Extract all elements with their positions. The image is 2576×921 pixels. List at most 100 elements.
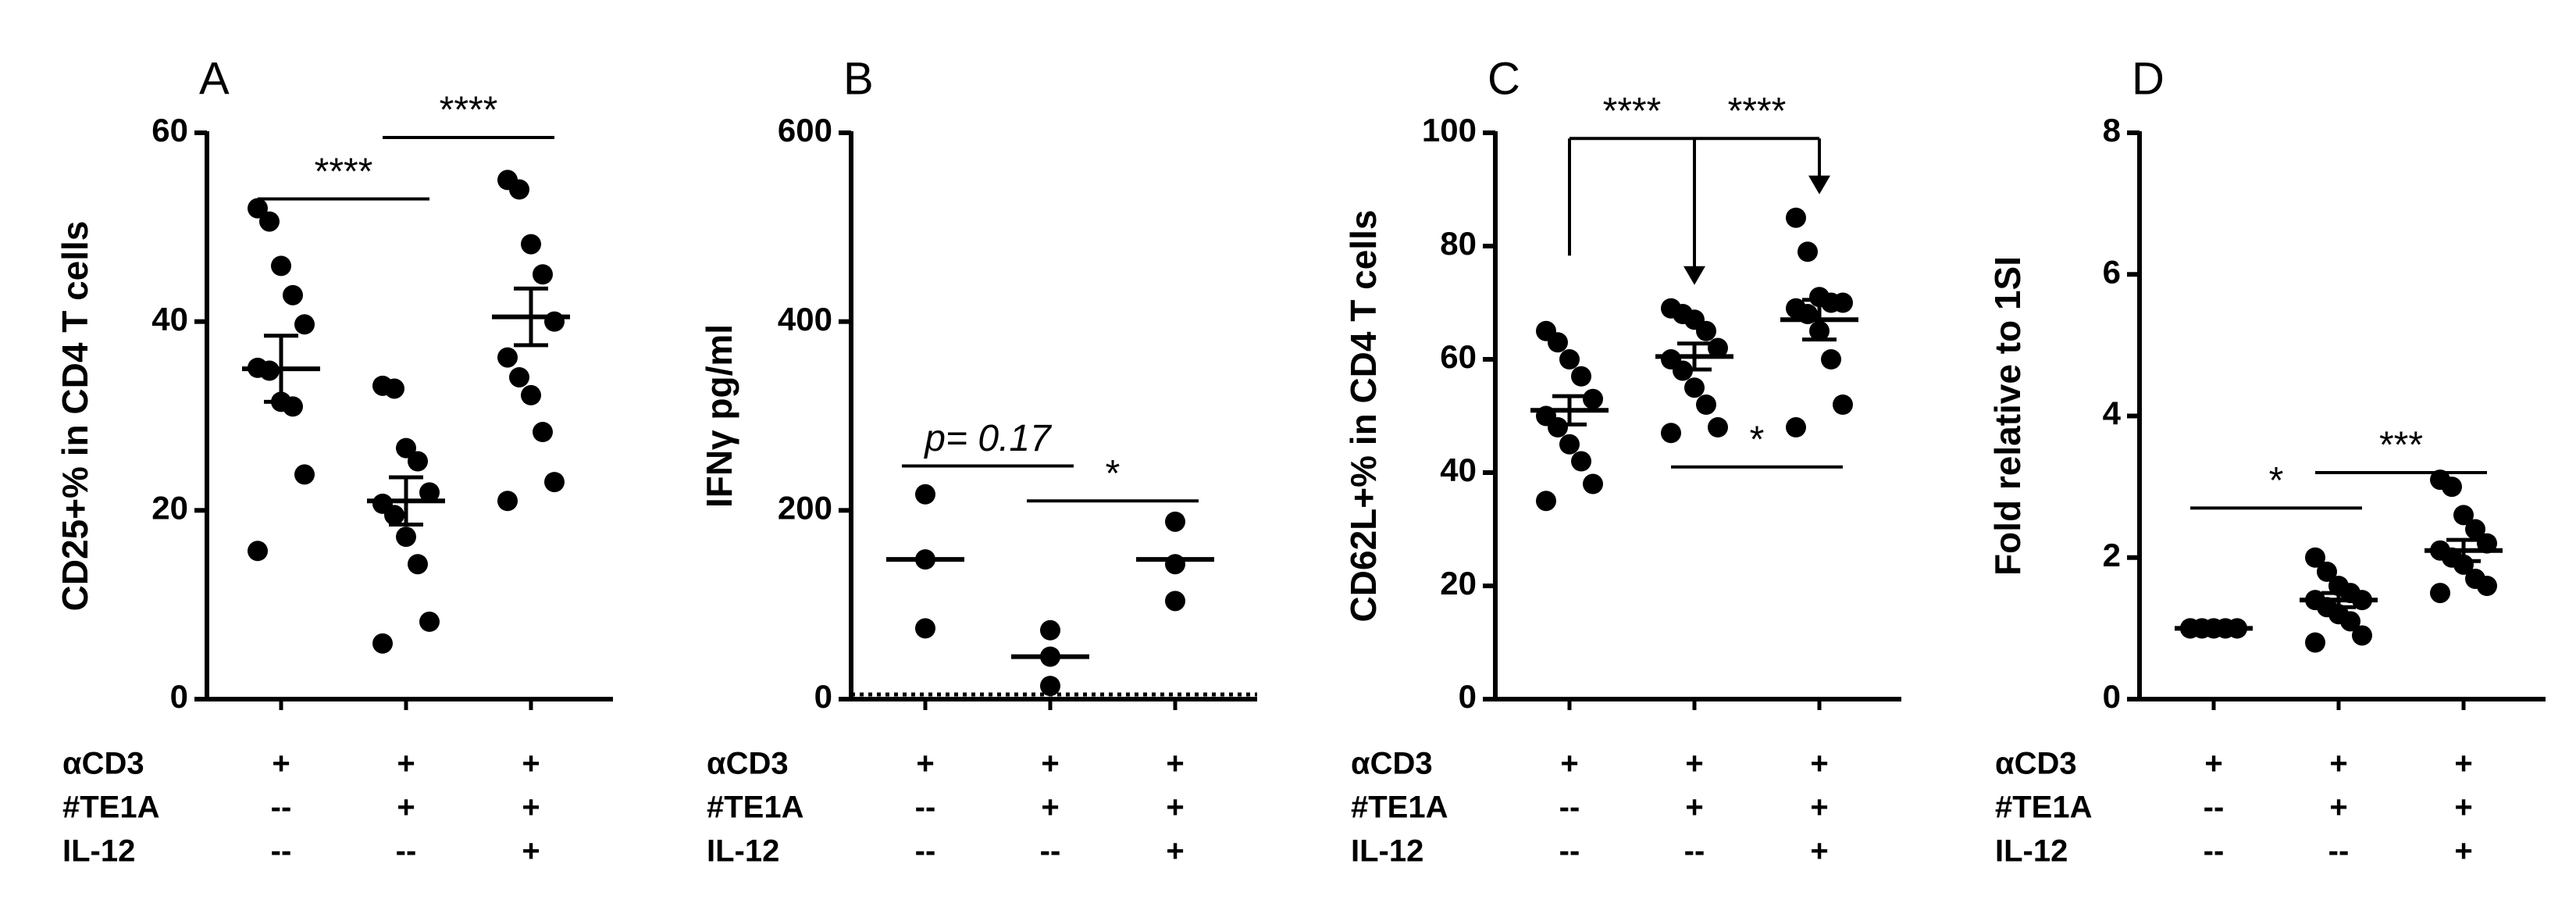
y-tick-label: 0 <box>2103 678 2121 715</box>
data-point <box>1583 473 1603 494</box>
data-point <box>1797 241 1818 262</box>
data-point <box>533 264 553 285</box>
data-point <box>294 314 315 335</box>
data-point <box>509 366 529 387</box>
y-axis-label: CD25+% in CD4 T cells <box>55 221 95 612</box>
data-point <box>1571 451 1591 472</box>
condition-label: αCD3 <box>62 747 144 781</box>
data-point <box>1786 417 1806 437</box>
condition-value: -- <box>915 834 936 869</box>
y-tick-label: 2 <box>2103 537 2121 573</box>
data-point <box>396 437 416 459</box>
data-point <box>1548 417 1568 437</box>
condition-value: -- <box>2204 834 2225 869</box>
y-tick-label: 40 <box>151 301 188 337</box>
significance-label: * <box>1106 453 1121 494</box>
data-point <box>915 484 935 505</box>
data-point <box>2340 611 2360 632</box>
data-point <box>1165 591 1185 612</box>
y-tick-label: 200 <box>778 489 832 526</box>
condition-value: + <box>2454 747 2472 781</box>
data-point <box>497 491 518 512</box>
data-point <box>915 618 935 639</box>
y-axis-label: CD62L+% in CD4 T cells <box>1343 210 1384 623</box>
data-point <box>1559 434 1580 455</box>
condition-value: + <box>916 747 934 781</box>
condition-value: + <box>522 791 540 825</box>
data-point <box>1833 394 1853 415</box>
y-tick-label: 600 <box>778 112 832 148</box>
condition-value: + <box>1166 834 1184 869</box>
data-point <box>544 311 565 332</box>
significance-label: **** <box>1728 91 1787 132</box>
data-point <box>1684 377 1705 398</box>
condition-value: + <box>1810 747 1828 781</box>
data-point <box>1536 491 1556 512</box>
data-point <box>2465 519 2485 540</box>
panel-label: C <box>1488 53 1520 104</box>
condition-value: + <box>1041 791 1059 825</box>
data-point <box>248 198 268 219</box>
data-point <box>1833 292 1853 313</box>
data-point <box>509 179 529 200</box>
data-point <box>294 464 315 485</box>
condition-value: + <box>522 834 540 869</box>
y-tick-label: 40 <box>1440 452 1477 488</box>
data-point <box>544 472 565 493</box>
condition-value: + <box>1166 791 1184 825</box>
panel-label: B <box>843 53 874 104</box>
data-point <box>1165 511 1185 532</box>
condition-label: αCD3 <box>1351 747 1433 781</box>
condition-value: + <box>1810 834 1828 869</box>
condition-value: + <box>1685 791 1703 825</box>
data-point <box>384 378 404 399</box>
data-point <box>2453 505 2474 526</box>
significance-label: **** <box>1603 91 1662 132</box>
significance-label: *** <box>2379 425 2423 466</box>
data-point <box>2442 477 2462 498</box>
y-axis-label: IFNγ pg/ml <box>699 324 739 508</box>
y-tick-label: 400 <box>778 301 832 337</box>
condition-value: + <box>2329 747 2347 781</box>
y-tick-label: 80 <box>1440 225 1477 262</box>
data-point <box>1548 332 1568 353</box>
data-point <box>1708 417 1728 437</box>
data-point <box>1583 388 1603 409</box>
data-point <box>419 611 440 632</box>
y-tick-label: 6 <box>2103 253 2121 290</box>
y-tick-label: 0 <box>1459 678 1477 715</box>
condition-value: + <box>397 791 415 825</box>
data-point <box>419 482 440 503</box>
y-tick-label: 20 <box>151 489 188 526</box>
significance-label: * <box>1750 419 1765 460</box>
data-point <box>283 396 303 417</box>
data-point <box>408 451 428 472</box>
y-tick-label: 100 <box>1422 112 1477 148</box>
condition-value: -- <box>915 791 936 825</box>
data-point <box>248 541 268 562</box>
data-point <box>2430 583 2450 604</box>
condition-value: + <box>272 747 290 781</box>
data-point <box>1040 676 1060 697</box>
data-point <box>1696 394 1716 415</box>
data-point <box>2352 625 2372 646</box>
condition-value: + <box>2454 834 2472 869</box>
data-point <box>1786 207 1806 228</box>
data-point <box>1661 423 1681 444</box>
y-tick-label: 8 <box>2103 112 2121 148</box>
condition-value: -- <box>396 834 417 869</box>
data-point <box>2305 547 2325 568</box>
data-point <box>1165 554 1185 575</box>
condition-value: + <box>1685 747 1703 781</box>
arrow-head <box>1683 266 1705 285</box>
y-tick-label: 60 <box>1440 338 1477 375</box>
condition-value: + <box>522 747 540 781</box>
data-point <box>2305 632 2325 653</box>
condition-label: #TE1A <box>707 791 804 825</box>
condition-value: -- <box>1559 834 1580 869</box>
condition-label: #TE1A <box>1351 791 1448 825</box>
condition-label: IL-12 <box>1995 834 2068 869</box>
data-point <box>521 384 541 405</box>
